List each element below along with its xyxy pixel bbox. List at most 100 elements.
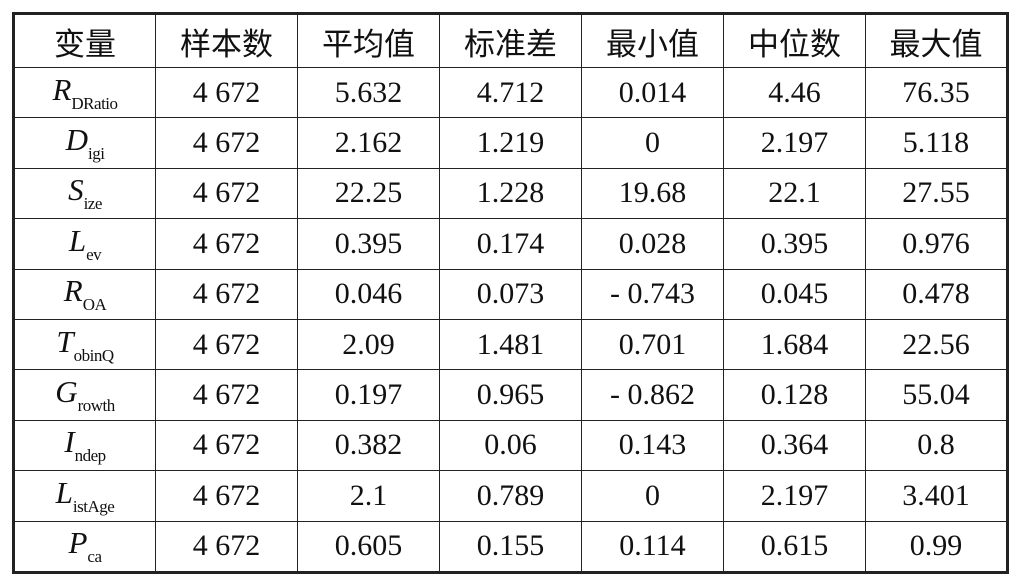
value-cell: 0.073	[439, 268, 582, 320]
value-cell: 4 672	[155, 520, 298, 573]
variable-cell: TobinQ	[13, 318, 156, 371]
variable-cell: Pca	[13, 520, 156, 573]
value-cell: 0.605	[297, 520, 440, 573]
variable-subscript: ca	[87, 547, 102, 567]
variable-symbol: P	[68, 525, 88, 561]
variable-cell: Size	[13, 167, 156, 220]
value-cell: 22.1	[723, 167, 866, 220]
variable-symbol: I	[64, 424, 75, 460]
table-row: ROA 4 672 0.046 0.073- 0.743 0.045 0.478	[13, 268, 1008, 320]
value-cell: 19.68	[581, 167, 724, 220]
variable-subscript: obinQ	[73, 345, 115, 365]
value-cell: 0.395	[297, 218, 440, 270]
data-table: 变量 样本数 平均值 标准差 最小值 中位数 最大值 RDRatio 4 672 5.632 4.…	[12, 12, 1009, 574]
variable-symbol: S	[68, 172, 84, 208]
value-cell: 0.028	[581, 218, 724, 270]
value-cell: 27.55	[865, 167, 1008, 220]
variable-cell: Lev	[13, 218, 156, 270]
value-cell: 2.197	[723, 470, 866, 522]
value-cell: 3.401	[865, 470, 1008, 522]
table-row: TobinQ 4 672 2.09 1.481 0.701 1.684 22.56	[13, 318, 1008, 371]
header-cell: 最大值	[865, 13, 1008, 68]
value-cell: 0.114	[581, 520, 724, 573]
value-cell: 0.155	[439, 520, 582, 573]
table-row: Pca 4 672 0.605 0.155 0.114 0.615 0.99	[13, 520, 1008, 573]
value-cell: 4 672	[155, 218, 298, 270]
value-cell: 4.712	[439, 66, 582, 119]
value-cell: 0.045	[723, 268, 866, 320]
value-cell: 4 672	[155, 419, 298, 472]
variable-symbol: T	[56, 323, 74, 359]
value-cell: 5.632	[297, 66, 440, 119]
value-cell: - 0.743	[581, 268, 724, 320]
table-row: Indep 4 672 0.382 0.06 0.143 0.364 0.8	[13, 419, 1008, 472]
value-cell: 4 672	[155, 369, 298, 421]
value-cell: 2.162	[297, 117, 440, 169]
value-cell: 0.976	[865, 218, 1008, 270]
value-cell: 4 672	[155, 117, 298, 169]
variable-subscript: DRatio	[71, 93, 118, 113]
variable-subscript: ndep	[74, 446, 107, 466]
variable-subscript: ev	[86, 244, 102, 264]
variable-cell: Growth	[13, 369, 156, 421]
value-cell: 0.046	[297, 268, 440, 320]
value-cell: 0	[581, 470, 724, 522]
value-cell: 1.684	[723, 318, 866, 371]
value-cell: 4 672	[155, 167, 298, 220]
table-row: Growth 4 672 0.197 0.965- 0.862 0.128 55.04	[13, 369, 1008, 421]
variable-subscript: OA	[82, 295, 107, 315]
value-cell: 76.35	[865, 66, 1008, 119]
value-cell: 0.615	[723, 520, 866, 573]
value-cell: 0	[581, 117, 724, 169]
variable-cell: ROA	[13, 268, 156, 320]
value-cell: 1.219	[439, 117, 582, 169]
value-cell: 0.197	[297, 369, 440, 421]
table-row: ListAge 4 672 2.1 0.789 0 2.197 3.401	[13, 470, 1008, 522]
value-cell: 0.701	[581, 318, 724, 371]
header-cell: 变量	[13, 13, 156, 68]
variable-subscript: rowth	[77, 396, 116, 416]
value-cell: 1.228	[439, 167, 582, 220]
header-cell: 平均值	[297, 13, 440, 68]
value-cell: - 0.862	[581, 369, 724, 421]
value-cell: 0.128	[723, 369, 866, 421]
value-cell: 0.364	[723, 419, 866, 472]
variable-symbol: L	[55, 474, 73, 510]
value-cell: 0.965	[439, 369, 582, 421]
value-cell: 2.197	[723, 117, 866, 169]
header-cell: 标准差	[439, 13, 582, 68]
value-cell: 1.481	[439, 318, 582, 371]
header-cell: 中位数	[723, 13, 866, 68]
header-row: 变量 样本数 平均值 标准差 最小值 中位数 最大值	[13, 13, 1008, 68]
variable-symbol: R	[63, 273, 83, 309]
value-cell: 22.25	[297, 167, 440, 220]
value-cell: 0.06	[439, 419, 582, 472]
variable-symbol: R	[52, 71, 72, 107]
variable-symbol: G	[55, 374, 78, 410]
value-cell: 0.478	[865, 268, 1008, 320]
variable-symbol: L	[68, 222, 87, 258]
value-cell: 4.46	[723, 66, 866, 119]
table-head: 变量 样本数 平均值 标准差 最小值 中位数 最大值	[13, 13, 1008, 68]
table-row: Size 4 672 22.25 1.228 19.68 22.1 27.55	[13, 167, 1008, 220]
value-cell: 4 672	[155, 470, 298, 522]
value-cell: 55.04	[865, 369, 1008, 421]
value-cell: 0.174	[439, 218, 582, 270]
value-cell: 22.56	[865, 318, 1008, 371]
header-cell: 样本数	[155, 13, 298, 68]
table-row: RDRatio 4 672 5.632 4.712 0.014 4.46 76.35	[13, 66, 1008, 119]
value-cell: 0.014	[581, 66, 724, 119]
value-cell: 0.99	[865, 520, 1008, 573]
table-row: Lev 4 672 0.395 0.174 0.028 0.395 0.976	[13, 218, 1008, 270]
value-cell: 4 672	[155, 318, 298, 371]
value-cell: 0.8	[865, 419, 1008, 472]
value-cell: 2.1	[297, 470, 440, 522]
variable-cell: Indep	[13, 419, 156, 472]
value-cell: 0.789	[439, 470, 582, 522]
value-cell: 0.143	[581, 419, 724, 472]
header-cell: 最小值	[581, 13, 724, 68]
table-row: Digi 4 672 2.162 1.219 0 2.197 5.118	[13, 117, 1008, 169]
table-body: RDRatio 4 672 5.632 4.712 0.014 4.46 76.35 Digi…	[13, 66, 1008, 573]
variable-subscript: istAge	[72, 496, 115, 516]
